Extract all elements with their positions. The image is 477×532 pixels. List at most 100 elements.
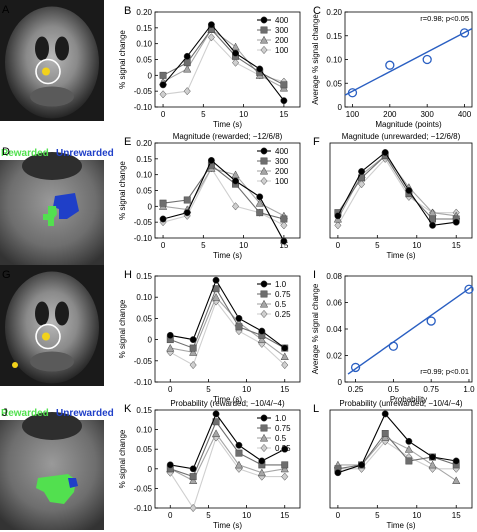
x-tick-label: 5 [201, 241, 206, 250]
data-point [280, 221, 288, 230]
series-line [337, 432, 457, 470]
y-tick-label: 0.15 [136, 272, 152, 281]
data-point [159, 199, 167, 207]
data-point [183, 87, 191, 96]
x-tick-label: 15 [279, 110, 288, 119]
series-line [162, 167, 285, 226]
y-axis-label: % signal change [118, 429, 127, 488]
legend-label: 300 [275, 157, 289, 166]
x-tick-label: 5 [206, 511, 211, 520]
data-point [189, 336, 197, 344]
legend-label: 1.0 [275, 280, 287, 289]
data-point [358, 461, 366, 469]
x-tick-label: 15 [452, 511, 461, 520]
legend-label: 100 [275, 46, 289, 55]
x-tick-label: 0 [161, 241, 166, 250]
y-tick-label: -0.10 [134, 504, 153, 513]
data-point [256, 65, 264, 73]
data-point [260, 176, 268, 186]
data-point [183, 59, 191, 67]
chart-panel-e: E Magnitude (rewarded; −12/6/8) 0 5 10 15 -0.1… [118, 132, 301, 260]
data-point [212, 276, 220, 284]
chart-panel-h: H 0 5 10 15 -0.10 -0.05 0 0.05 0.10 0.15 Time (s) % … [118, 269, 301, 404]
data-point [280, 352, 289, 361]
plot-frame [154, 275, 301, 383]
y-axis-label: Average % signal change [311, 283, 320, 374]
series-line [337, 157, 457, 226]
series-line [169, 436, 285, 510]
x-tick-label: 0 [168, 511, 173, 520]
y-tick-label: -0.05 [134, 218, 153, 227]
data-point [334, 469, 342, 477]
x-tick-label: 5 [375, 241, 380, 250]
series-line [337, 412, 457, 474]
plot-frame [154, 409, 301, 509]
right-ventricle [55, 301, 69, 326]
data-point [334, 221, 342, 230]
rewarded-region [36, 474, 76, 504]
legend-label: 300 [275, 26, 289, 35]
brainstem-region [30, 351, 74, 372]
data-point [260, 45, 268, 55]
data-point [189, 348, 198, 356]
brain-panel-a: A [0, 0, 104, 121]
y-tick-label: 0 [338, 103, 343, 112]
unrewarded-label: Unrewarded [56, 408, 114, 419]
panel-letter: H [124, 269, 132, 281]
y-tick-label: 0.05 [136, 314, 152, 323]
activation-blob [42, 332, 50, 341]
data-point [258, 327, 266, 335]
data-point [260, 280, 268, 288]
legend-label: 0.75 [275, 290, 291, 299]
data-point [260, 309, 268, 319]
data-point [183, 64, 192, 73]
y-tick-label: -0.10 [134, 234, 153, 243]
panel-letter: F [313, 136, 320, 148]
data-point [257, 335, 266, 344]
y-tick-label: 0.10 [136, 40, 152, 49]
unrewarded-region [68, 478, 78, 488]
series-line [337, 436, 457, 482]
data-point [381, 149, 389, 156]
plot-frame [329, 142, 473, 239]
series-line [163, 36, 285, 95]
stats-annotation: r=0.99; p<0.01 [420, 367, 469, 376]
data-point [260, 443, 268, 453]
data-point [281, 472, 289, 481]
series-line [170, 412, 285, 470]
ventricle [22, 412, 82, 440]
data-point [405, 457, 413, 465]
data-point [385, 60, 395, 70]
roi-circle [35, 58, 61, 85]
data-point [232, 202, 240, 211]
x-tick-label: 5 [201, 110, 206, 119]
data-point [211, 292, 221, 301]
x-tick-label: 300 [420, 110, 434, 119]
y-tick-label: 0 [338, 378, 343, 387]
x-axis-label: Time (s) [213, 395, 242, 404]
left-ventricle [35, 36, 49, 61]
panel-letter: B [124, 5, 131, 17]
series-line [162, 28, 285, 89]
y-tick-label: 0.15 [136, 155, 152, 164]
data-point [280, 81, 288, 89]
x-tick-label: 100 [346, 110, 360, 119]
data-point [260, 290, 268, 298]
x-tick-label: 0.75 [423, 385, 439, 394]
data-point [381, 433, 390, 441]
series-line [170, 432, 285, 482]
x-tick-label: 200 [383, 110, 397, 119]
y-tick-label: 0.06 [326, 299, 342, 308]
data-point [280, 97, 288, 105]
data-point [259, 299, 269, 308]
data-point [334, 212, 342, 220]
ventricle [22, 152, 82, 180]
fit-line [347, 286, 473, 375]
data-point [428, 460, 437, 469]
y-tick-label: 0.20 [136, 8, 152, 17]
y-tick-label: 0.10 [326, 56, 342, 65]
data-point [259, 166, 269, 175]
data-point [260, 147, 268, 155]
data-point [235, 323, 243, 331]
x-tick-label: 10 [242, 511, 251, 520]
